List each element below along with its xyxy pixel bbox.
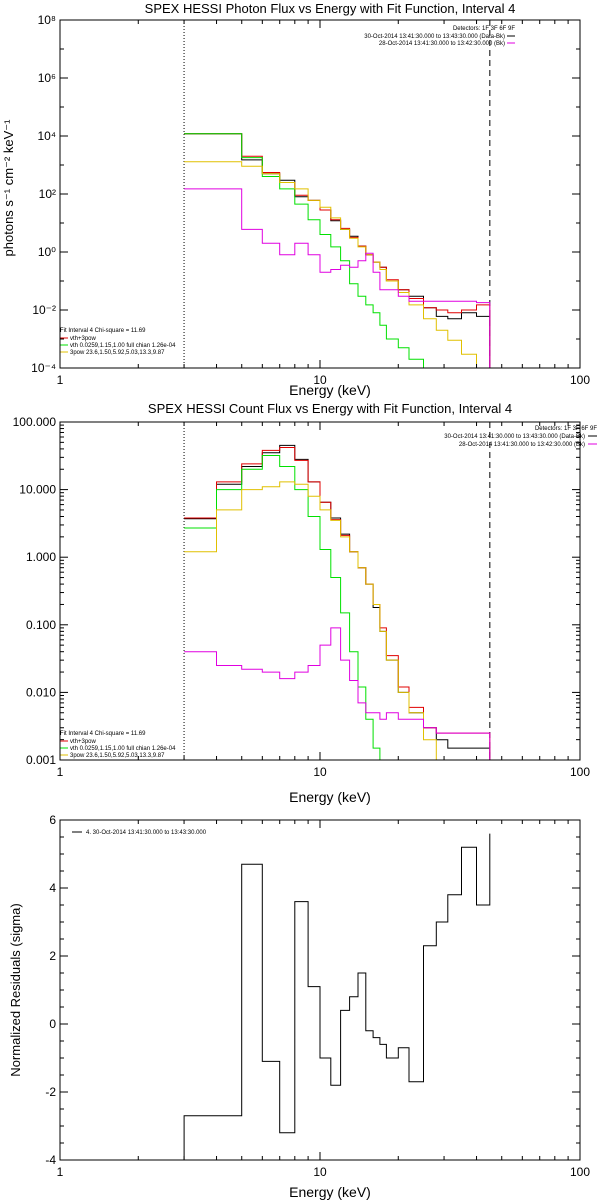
legend-data-bk: 30-Oct-2014 13:41:30.000 to 13:43:30.000…	[364, 34, 505, 40]
photon-flux-series-green	[184, 133, 491, 368]
photon-flux-panel: SPEX HESSI Photon Flux vs Energy with Fi…	[1, 1, 590, 398]
count-flux-fit-legend: Fit Interval 4 Chi-square = 11.69 vth+3p…	[60, 731, 176, 759]
photon-flux-legend: Detectors: 1F 3F 6F 9F 30-Oct-2014 13:41…	[364, 26, 515, 47]
legend-bk: 28-Oct-2014 13:41:30.000 to 13:42:30.000…	[379, 41, 505, 47]
count-flux-xtick-label: 1	[57, 765, 64, 779]
count-flux-xtick-label: 10	[313, 765, 327, 779]
residuals-series-black	[183, 833, 491, 1160]
photon-flux-ytick-label: 10²	[39, 187, 56, 201]
residuals-panel: Normalized Residuals (sigma) Energy (keV…	[8, 813, 590, 1200]
count-flux-ytick-label: 0.001	[26, 753, 56, 767]
residuals-ytick-label: 0	[49, 1017, 56, 1031]
photon-flux-ytick-label: 10⁻²	[32, 303, 56, 317]
legend-fit-interval: Fit Interval 4 Chi-square = 11.69	[60, 328, 146, 334]
count-flux-ytick-label: 0.100	[26, 618, 56, 632]
residuals-ytick-label: 2	[49, 949, 56, 963]
photon-flux-ylabel: photons s⁻¹ cm⁻² keV⁻¹	[1, 119, 16, 257]
count-flux-series-yellow	[184, 481, 491, 760]
legend-bk: 28-Oct-2014 13:41:30.000 to 13:42:30.000…	[459, 442, 585, 448]
legend-3pow: 3pow 23.6,1.50,5.92,5.03,13.3,9.87	[70, 350, 165, 356]
photon-flux-ytick-label: 10⁴	[37, 129, 56, 143]
photon-flux-xtick-label: 100	[570, 373, 590, 387]
photon-flux-ytick-label: 10⁶	[38, 71, 56, 85]
photon-flux-title: SPEX HESSI Photon Flux vs Energy with Fi…	[145, 1, 516, 16]
count-flux-series-magenta	[184, 627, 491, 760]
photon-flux-series-yellow	[184, 161, 490, 368]
legend-3pow: 3pow 23.6,1.50,5.92,5.03,13.3,9.87	[70, 753, 165, 759]
residuals-xtick-label: 1	[57, 1165, 64, 1179]
residuals-xlabel: Energy (keV)	[289, 1184, 371, 1200]
legend-data-bk: 30-Oct-2014 13:41:30.000 to 13:43:30.000…	[444, 434, 585, 440]
count-flux-ytick-label: 100.000	[13, 415, 57, 429]
count-flux-ytick-label: 1.000	[26, 550, 56, 564]
count-flux-series-green	[184, 455, 491, 760]
legend-detectors: Detectors: 1F 3F 6F 9F	[453, 26, 515, 32]
residuals-ytick-label: 4	[49, 881, 56, 895]
photon-flux-ytick-label: 10⁻⁴	[31, 361, 56, 375]
photon-flux-fit-legend: Fit Interval 4 Chi-square = 11.69 vth+3p…	[60, 328, 176, 356]
legend-fit-model: vth+3pow	[70, 739, 97, 745]
photon-flux-ytick-label: 10⁸	[38, 13, 56, 27]
residuals-xtick-label: 10	[313, 1165, 327, 1179]
legend-residual: 4. 30-Oct-2014 13:41:30.000 to 13:43:30.…	[86, 830, 207, 836]
count-flux-xtick-label: 100	[570, 765, 590, 779]
legend-fit-model: vth+3pow	[70, 336, 97, 342]
photon-flux-xtick-label: 1	[57, 373, 64, 387]
legend-vth: vth 0.0259,1.15,1.00 full chian 1.26e-04	[70, 746, 176, 752]
count-flux-title: SPEX HESSI Count Flux vs Energy with Fit…	[148, 401, 512, 416]
residuals-ytick-label: -2	[45, 1085, 56, 1099]
photon-flux-series-magenta	[184, 188, 491, 368]
legend-vth: vth 0.0259,1.15,1.00 full chian 1.26e-04	[70, 343, 176, 349]
photon-flux-xlabel: Energy (keV)	[289, 382, 371, 398]
legend-detectors: Detectors: 1F 3F 6F 9F	[535, 426, 597, 432]
count-flux-legend: Detectors: 1F 3F 6F 9F 30-Oct-2014 13:41…	[444, 426, 597, 448]
count-flux-ytick-label: 10.000	[19, 483, 56, 497]
residuals-xtick-label: 100	[570, 1165, 590, 1179]
photon-flux-xtick-label: 10	[313, 373, 327, 387]
residuals-legend: 4. 30-Oct-2014 13:41:30.000 to 13:43:30.…	[72, 830, 207, 836]
count-flux-panel: SPEX HESSI Count Flux vs Energy with Fit…	[13, 401, 598, 805]
count-flux-xlabel: Energy (keV)	[289, 789, 371, 805]
legend-fit-interval: Fit Interval 4 Chi-square = 11.69	[60, 731, 146, 737]
count-flux-ytick-label: 0.010	[26, 685, 56, 699]
photon-flux-ytick-label: 10⁰	[38, 245, 56, 259]
residuals-ylabel: Normalized Residuals (sigma)	[8, 903, 23, 1076]
residuals-ytick-label: 6	[49, 813, 56, 827]
residuals-ytick-label: -4	[45, 1153, 56, 1167]
